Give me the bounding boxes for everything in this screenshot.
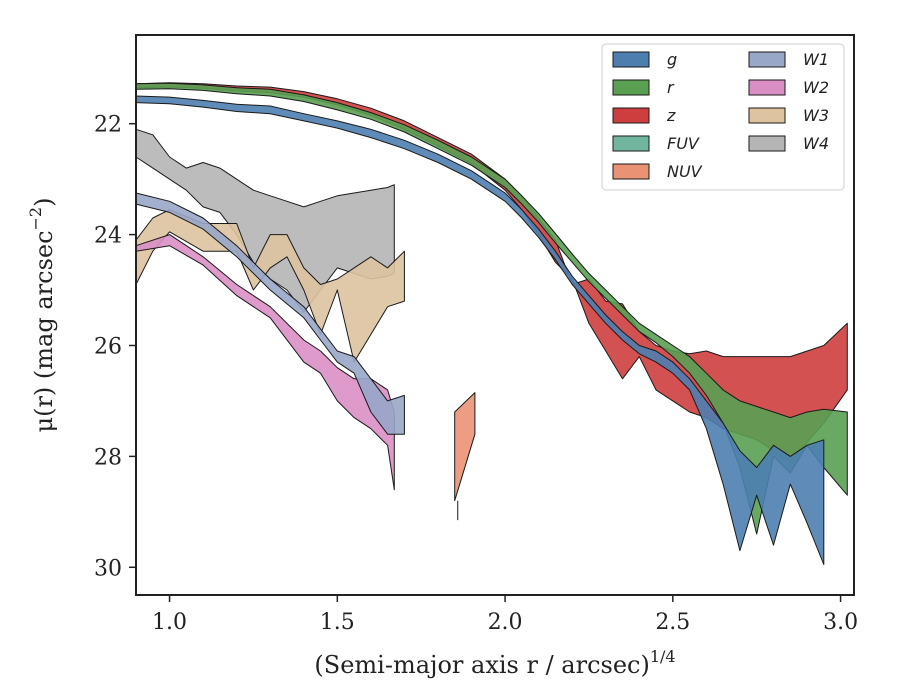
legend-swatch-w2 xyxy=(748,79,786,96)
x-tick-label: 2.0 xyxy=(488,610,523,635)
legend-swatch-r xyxy=(612,79,650,96)
y-axis-ticks: 22 24 26 28 30 xyxy=(94,113,136,581)
x-axis-label-exponent: 1/4 xyxy=(650,647,676,666)
profile-bands xyxy=(135,82,848,565)
y-tick-label: 30 xyxy=(94,556,122,581)
legend-label-nuv: NUV xyxy=(667,162,703,181)
legend-label-g: g xyxy=(667,50,677,69)
y-tick-label: 28 xyxy=(94,445,122,470)
x-axis-ticks: 1.0 1.5 2.0 2.5 3.0 xyxy=(152,595,858,635)
x-axis-label-text: (Semi-major axis r / arcsec) xyxy=(314,651,649,679)
band-nuv xyxy=(454,392,476,502)
band-r xyxy=(135,82,848,535)
x-tick-label: 1.5 xyxy=(320,610,355,635)
x-tick-label: 2.5 xyxy=(655,610,690,635)
band-w1 xyxy=(135,192,405,435)
legend-swatch-w1 xyxy=(748,51,786,68)
legend-swatch-fuv xyxy=(612,135,650,152)
legend-label-w2: W2 xyxy=(803,78,829,97)
legend-swatch-z xyxy=(612,107,650,124)
band-w2 xyxy=(135,234,395,491)
legend-label-w4: W4 xyxy=(803,134,829,153)
y-tick-label: 22 xyxy=(94,113,122,138)
legend: grz FUV NUV W1 W2 W3 W4 xyxy=(601,43,845,191)
y-axis-label-exponent: −2 xyxy=(26,207,45,231)
band-g xyxy=(135,95,825,565)
legend-label-fuv: FUV xyxy=(667,134,700,153)
y-tick-label: 26 xyxy=(94,334,122,359)
legend-swatch-w3 xyxy=(748,107,786,124)
legend-label-z: z xyxy=(666,106,676,125)
legend-label-r: r xyxy=(667,78,675,97)
y-axis-label: μ(r) (mag arcsec−2) xyxy=(26,198,58,433)
legend-label-w1: W1 xyxy=(803,50,829,69)
x-tick-label: 1.0 xyxy=(152,610,187,635)
x-axis-label: (Semi-major axis r / arcsec)1/4 xyxy=(314,647,675,679)
legend-label-w3: W3 xyxy=(803,106,829,125)
plot-frame xyxy=(135,34,855,596)
y-axis-label-close: ) xyxy=(30,198,58,207)
x-tick-label: 3.0 xyxy=(823,610,858,635)
y-tick-label: 24 xyxy=(94,224,122,249)
legend-swatch-nuv xyxy=(612,163,650,180)
legend-swatch-g xyxy=(612,51,650,68)
y-axis-label-text: μ(r) (mag arcsec xyxy=(30,230,58,432)
legend-swatch-w4 xyxy=(748,135,786,152)
